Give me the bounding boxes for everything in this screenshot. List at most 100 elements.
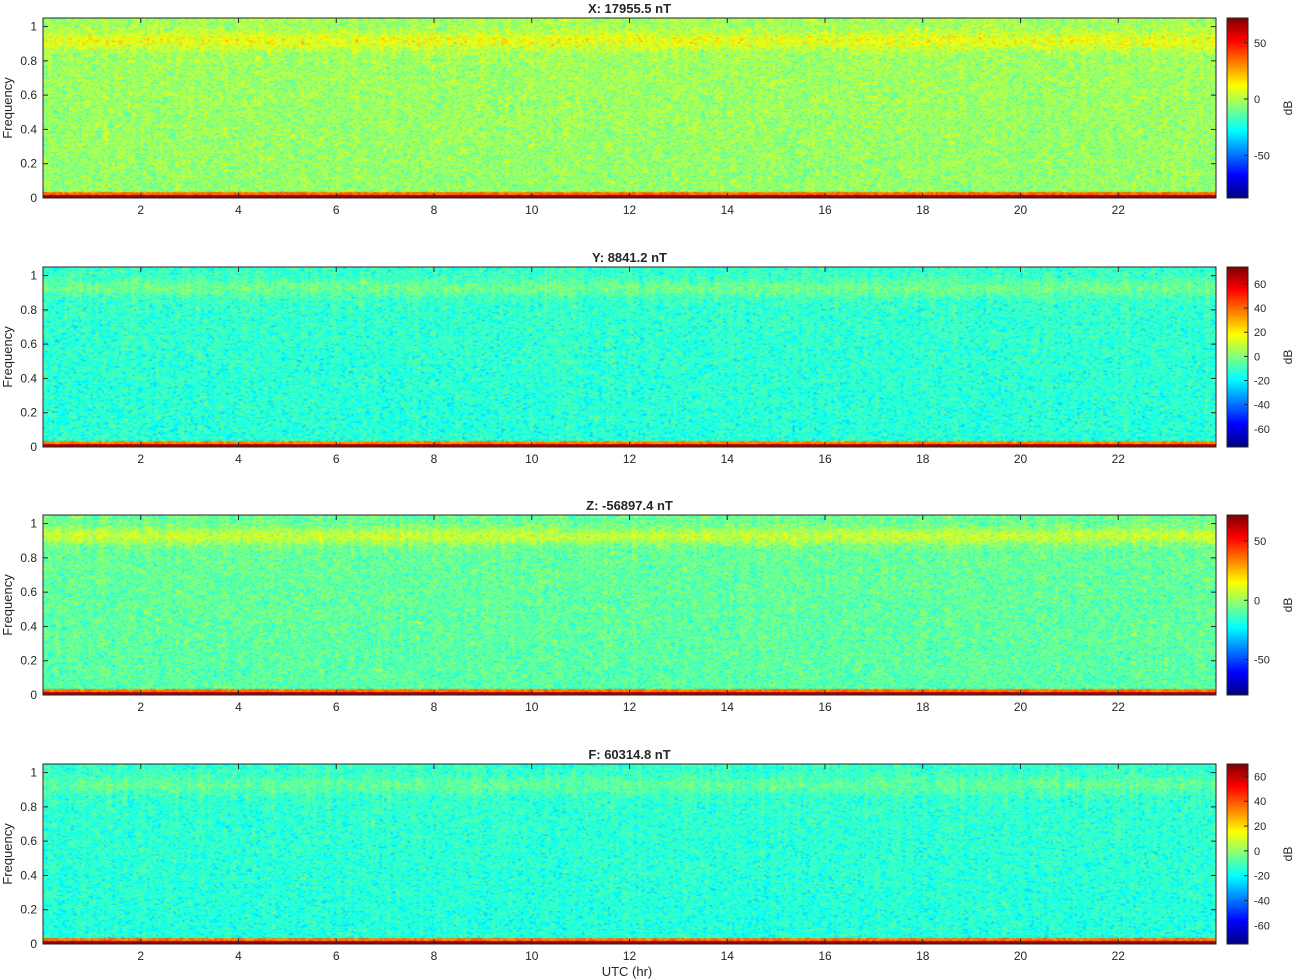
colorbar-tick-label: 40 — [1254, 303, 1266, 315]
y-axis-label: Frequency — [0, 823, 15, 885]
x-tick-label: 20 — [1014, 700, 1028, 714]
spectrogram-heatmap — [43, 18, 1216, 198]
colorbar-tick-label: -40 — [1254, 896, 1270, 908]
colorbar-box — [1226, 514, 1249, 696]
x-tick-label: 8 — [431, 700, 438, 714]
subplot-title: Y: 8841.2 nT — [592, 250, 667, 265]
colorbar-tick-label: -40 — [1254, 400, 1270, 412]
colorbar-tick-label: 0 — [1254, 846, 1260, 858]
colorbar-gradient — [1227, 267, 1248, 447]
colorbar-tick-label: -60 — [1254, 920, 1270, 932]
x-tick-label: 4 — [235, 452, 242, 466]
x-tick-label: 16 — [818, 203, 832, 217]
spectrogram-heatmap — [43, 267, 1216, 447]
y-tick-label: 0.4 — [20, 868, 37, 882]
x-tick-label: 16 — [818, 452, 832, 466]
x-tick-label: 18 — [916, 700, 930, 714]
x-tick-label: 14 — [721, 452, 735, 466]
colorbar-tick-label: 60 — [1254, 771, 1266, 783]
y-tick-label: 0.8 — [20, 551, 37, 565]
y-axis-label: Frequency — [0, 326, 15, 388]
y-tick-label: 0.2 — [20, 903, 37, 917]
y-tick-label: 0.6 — [20, 88, 37, 102]
spectrogram-heatmap — [43, 764, 1216, 944]
colorbar-tick-label: -20 — [1254, 871, 1270, 883]
x-tick-label: 2 — [137, 452, 144, 466]
subplot-title: F: 60314.8 nT — [588, 747, 670, 762]
subplot-title: Z: -56897.4 nT — [586, 498, 673, 513]
y-tick-label: 0.6 — [20, 834, 37, 848]
colorbar-label: dB — [1281, 598, 1295, 613]
x-tick-label: 14 — [721, 203, 735, 217]
figure-x-axis-label: UTC (hr) — [602, 964, 653, 979]
y-tick-label: 0.2 — [20, 157, 37, 171]
y-tick-label: 0.4 — [20, 619, 37, 633]
colorbar-tick-label: 50 — [1254, 536, 1266, 548]
colorbar-tick-label: 0 — [1254, 94, 1260, 106]
x-tick-label: 10 — [525, 452, 539, 466]
x-tick-label: 16 — [818, 700, 832, 714]
spectrogram-heatmap — [43, 515, 1216, 695]
x-tick-label: 6 — [333, 452, 340, 466]
subplot-title: X: 17955.5 nT — [588, 1, 671, 16]
colorbar-gradient — [1227, 515, 1248, 695]
x-tick-label: 6 — [333, 949, 340, 963]
x-tick-label: 18 — [916, 452, 930, 466]
colorbar-gradient — [1227, 764, 1248, 944]
y-tick-label: 1 — [30, 766, 37, 780]
y-tick-label: 0.2 — [20, 406, 37, 420]
x-tick-label: 10 — [525, 949, 539, 963]
colorbar-tick-label: -60 — [1254, 424, 1270, 436]
colorbar-tick-label: -50 — [1254, 150, 1270, 162]
colorbar-box — [1226, 763, 1249, 945]
x-tick-label: 18 — [916, 203, 930, 217]
colorbar-tick-label: 50 — [1254, 38, 1266, 50]
colorbar-box — [1226, 17, 1249, 199]
x-tick-label: 18 — [916, 949, 930, 963]
x-tick-label: 10 — [525, 700, 539, 714]
x-tick-label: 20 — [1014, 452, 1028, 466]
x-tick-label: 10 — [525, 203, 539, 217]
y-tick-label: 0 — [30, 688, 37, 702]
colorbar-tick-label: 60 — [1254, 279, 1266, 291]
y-tick-label: 0.4 — [20, 122, 37, 136]
y-tick-label: 0.8 — [20, 800, 37, 814]
y-tick-label: 0 — [30, 191, 37, 205]
y-tick-label: 0.6 — [20, 337, 37, 351]
y-tick-label: 0.8 — [20, 54, 37, 68]
colorbar-label: dB — [1281, 350, 1295, 365]
colorbar-gradient — [1227, 18, 1248, 198]
y-tick-label: 0 — [30, 937, 37, 951]
x-tick-label: 4 — [235, 203, 242, 217]
y-tick-label: 0.4 — [20, 371, 37, 385]
x-tick-label: 12 — [623, 452, 637, 466]
x-tick-label: 12 — [623, 203, 637, 217]
x-tick-label: 14 — [721, 700, 735, 714]
x-tick-label: 4 — [235, 949, 242, 963]
x-tick-label: 22 — [1112, 452, 1126, 466]
x-tick-label: 2 — [137, 700, 144, 714]
colorbar-tick-label: -20 — [1254, 376, 1270, 388]
x-tick-label: 12 — [623, 949, 637, 963]
x-tick-label: 12 — [623, 700, 637, 714]
x-tick-label: 22 — [1112, 700, 1126, 714]
x-tick-label: 6 — [333, 700, 340, 714]
x-tick-label: 14 — [721, 949, 735, 963]
x-tick-label: 2 — [137, 949, 144, 963]
y-tick-label: 0 — [30, 440, 37, 454]
y-tick-label: 1 — [30, 269, 37, 283]
x-tick-label: 16 — [818, 949, 832, 963]
colorbar-tick-label: 40 — [1254, 796, 1266, 808]
x-tick-label: 6 — [333, 203, 340, 217]
x-tick-label: 22 — [1112, 949, 1126, 963]
colorbar-tick-label: 20 — [1254, 821, 1266, 833]
x-tick-label: 4 — [235, 700, 242, 714]
y-tick-label: 1 — [30, 20, 37, 34]
colorbar-tick-label: 0 — [1254, 595, 1260, 607]
x-tick-label: 20 — [1014, 203, 1028, 217]
